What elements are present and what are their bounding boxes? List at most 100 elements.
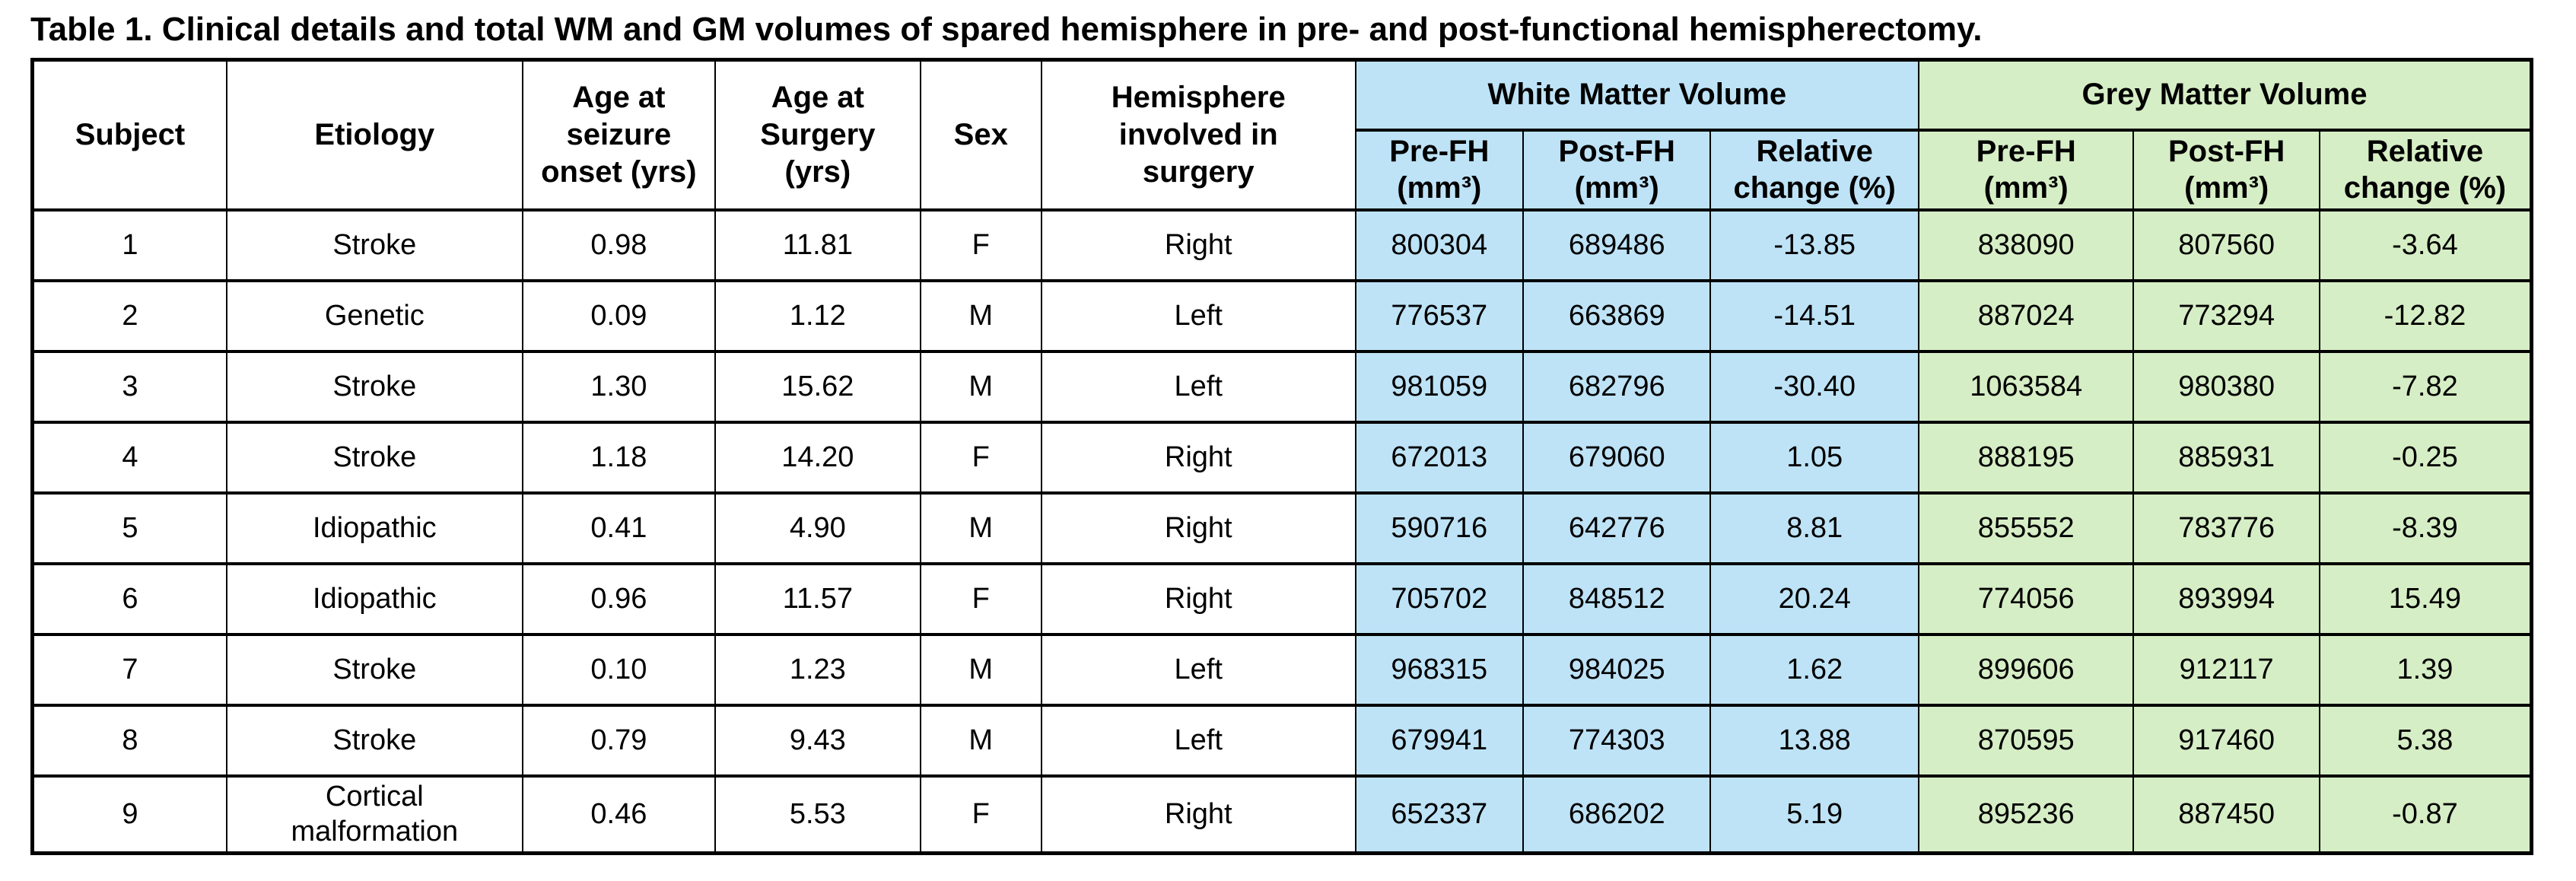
header-grey-matter-group: Grey Matter Volume	[1917, 58, 2533, 132]
header-etiology: Etiology	[225, 58, 523, 212]
cell-age-onset: 0.09	[521, 279, 717, 354]
cell-gm-rel: -3.64	[2318, 208, 2533, 283]
cell-subject: 1	[31, 208, 227, 283]
cell-hemisphere: Left	[1040, 279, 1356, 354]
cell-hemisphere: Right	[1040, 421, 1356, 495]
cell-subject: 7	[31, 633, 227, 708]
cell-hemisphere: Right	[1040, 562, 1356, 637]
cell-etiology: Idiopathic	[225, 491, 523, 566]
cell-sex: M	[919, 491, 1042, 566]
cell-gm-rel: -7.82	[2318, 350, 2533, 425]
cell-age-surgery: 11.57	[714, 562, 921, 637]
table-row: 4 Stroke 1.18 14.20 F Right 672013 67906…	[31, 421, 2533, 495]
header-subject: Subject	[31, 58, 227, 212]
cell-etiology: Stroke	[225, 208, 523, 283]
cell-wm-rel: 20.24	[1709, 562, 1919, 637]
cell-gm-pre: 899606	[1917, 633, 2135, 708]
table-row: 8 Stroke 0.79 9.43 M Left 679941 774303 …	[31, 704, 2533, 778]
cell-age-surgery: 15.62	[714, 350, 921, 425]
cell-subject: 4	[31, 421, 227, 495]
cell-age-onset: 1.18	[521, 421, 717, 495]
cell-age-onset: 1.30	[521, 350, 717, 425]
cell-age-surgery: 1.23	[714, 633, 921, 708]
table-row: 5 Idiopathic 0.41 4.90 M Right 590716 64…	[31, 491, 2533, 566]
cell-wm-pre: 981059	[1354, 350, 1525, 425]
cell-sex: M	[919, 350, 1042, 425]
cell-etiology: Stroke	[225, 633, 523, 708]
cell-age-surgery: 11.81	[714, 208, 921, 283]
cell-hemisphere: Left	[1040, 704, 1356, 778]
cell-age-surgery: 14.20	[714, 421, 921, 495]
cell-gm-post: 980380	[2132, 350, 2320, 425]
cell-sex: M	[919, 279, 1042, 354]
cell-gm-pre: 1063584	[1917, 350, 2135, 425]
cell-wm-post: 774303	[1522, 704, 1712, 778]
cell-wm-pre: 776537	[1354, 279, 1525, 354]
cell-sex: M	[919, 704, 1042, 778]
cell-wm-pre: 968315	[1354, 633, 1525, 708]
cell-etiology: Stroke	[225, 421, 523, 495]
cell-wm-post: 984025	[1522, 633, 1712, 708]
cell-subject: 6	[31, 562, 227, 637]
cell-gm-pre: 887024	[1917, 279, 2135, 354]
cell-etiology: Stroke	[225, 350, 523, 425]
cell-age-onset: 0.41	[521, 491, 717, 566]
cell-gm-post: 887450	[2132, 774, 2320, 855]
cell-gm-rel: -0.25	[2318, 421, 2533, 495]
cell-gm-rel: 5.38	[2318, 704, 2533, 778]
header-gm-rel: Relative change (%)	[2318, 128, 2533, 212]
cell-etiology: Genetic	[225, 279, 523, 354]
table-row: 3 Stroke 1.30 15.62 M Left 981059 682796…	[31, 350, 2533, 425]
cell-wm-rel: -14.51	[1709, 279, 1919, 354]
header-age-onset: Age at seizure onset (yrs)	[521, 58, 717, 212]
cell-age-onset: 0.79	[521, 704, 717, 778]
cell-wm-pre: 590716	[1354, 491, 1525, 566]
cell-subject: 2	[31, 279, 227, 354]
cell-gm-rel: -0.87	[2318, 774, 2533, 855]
cell-sex: F	[919, 208, 1042, 283]
cell-wm-rel: -13.85	[1709, 208, 1919, 283]
header-wm-rel: Relative change (%)	[1709, 128, 1919, 212]
cell-wm-pre: 705702	[1354, 562, 1525, 637]
cell-wm-post: 689486	[1522, 208, 1712, 283]
cell-wm-rel: 8.81	[1709, 491, 1919, 566]
cell-age-onset: 0.98	[521, 208, 717, 283]
header-wm-pre: Pre-FH (mm³)	[1354, 128, 1525, 212]
cell-wm-pre: 672013	[1354, 421, 1525, 495]
header-hemisphere: Hemisphere involved in surgery	[1040, 58, 1356, 212]
cell-sex: M	[919, 633, 1042, 708]
header-white-matter-group: White Matter Volume	[1354, 58, 1919, 132]
cell-etiology: Stroke	[225, 704, 523, 778]
cell-wm-pre: 652337	[1354, 774, 1525, 855]
cell-wm-rel: 1.05	[1709, 421, 1919, 495]
cell-gm-rel: -8.39	[2318, 491, 2533, 566]
cell-gm-post: 773294	[2132, 279, 2320, 354]
cell-gm-rel: -12.82	[2318, 279, 2533, 354]
cell-gm-post: 885931	[2132, 421, 2320, 495]
cell-wm-post: 679060	[1522, 421, 1712, 495]
table-body: 1 Stroke 0.98 11.81 F Right 800304 68948…	[31, 208, 2533, 855]
cell-gm-post: 893994	[2132, 562, 2320, 637]
cell-etiology: Idiopathic	[225, 562, 523, 637]
cell-wm-post: 642776	[1522, 491, 1712, 566]
table-row: 2 Genetic 0.09 1.12 M Left 776537 663869…	[31, 279, 2533, 354]
cell-wm-rel: -30.40	[1709, 350, 1919, 425]
cell-subject: 9	[31, 774, 227, 855]
cell-gm-pre: 895236	[1917, 774, 2135, 855]
cell-age-onset: 0.10	[521, 633, 717, 708]
cell-gm-post: 807560	[2132, 208, 2320, 283]
header-wm-post: Post-FH (mm³)	[1522, 128, 1712, 212]
cell-sex: F	[919, 774, 1042, 855]
table-header: Subject Etiology Age at seizure onset (y…	[31, 58, 2533, 212]
header-sex: Sex	[919, 58, 1042, 212]
header-gm-pre: Pre-FH (mm³)	[1917, 128, 2135, 212]
table-row: 6 Idiopathic 0.96 11.57 F Right 705702 8…	[31, 562, 2533, 637]
cell-subject: 8	[31, 704, 227, 778]
cell-age-surgery: 4.90	[714, 491, 921, 566]
cell-gm-rel: 1.39	[2318, 633, 2533, 708]
cell-subject: 5	[31, 491, 227, 566]
cell-wm-pre: 679941	[1354, 704, 1525, 778]
cell-hemisphere: Right	[1040, 491, 1356, 566]
cell-age-onset: 0.46	[521, 774, 717, 855]
